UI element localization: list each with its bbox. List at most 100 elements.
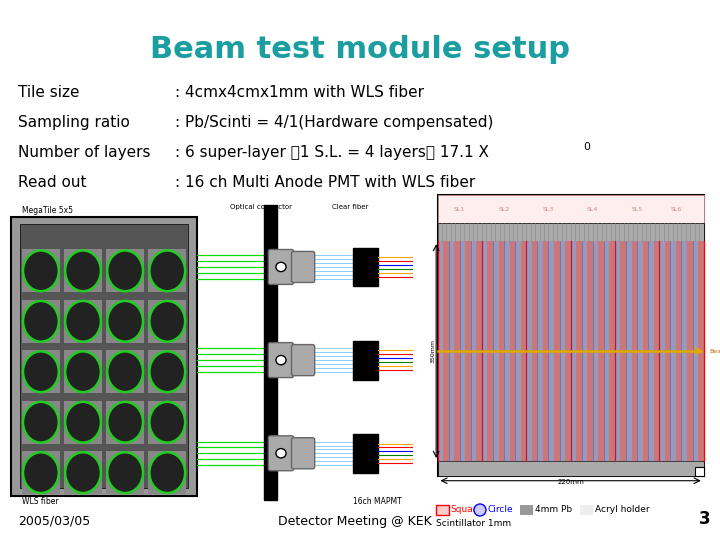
Bar xyxy=(526,241,532,461)
Bar xyxy=(554,241,559,461)
Text: MegaTile 5x5: MegaTile 5x5 xyxy=(22,206,73,214)
Bar xyxy=(454,241,459,461)
Ellipse shape xyxy=(107,402,143,443)
Bar xyxy=(471,241,477,461)
Bar xyxy=(493,241,498,461)
Text: WLS fiber: WLS fiber xyxy=(22,497,58,506)
Bar xyxy=(516,241,521,461)
Bar xyxy=(64,300,102,343)
Bar xyxy=(264,205,276,500)
Bar xyxy=(106,249,144,292)
Ellipse shape xyxy=(23,251,59,291)
Bar xyxy=(487,241,493,461)
Bar xyxy=(576,241,582,461)
Bar xyxy=(687,241,693,461)
Bar xyxy=(648,241,654,461)
FancyBboxPatch shape xyxy=(292,438,315,469)
Bar xyxy=(660,241,665,461)
Ellipse shape xyxy=(65,453,101,493)
Ellipse shape xyxy=(107,453,143,493)
Bar xyxy=(22,350,60,393)
Bar xyxy=(20,224,189,488)
Bar xyxy=(626,241,631,461)
Text: Clear fiber: Clear fiber xyxy=(331,204,368,210)
Bar xyxy=(543,241,549,461)
Bar xyxy=(12,217,197,496)
Text: : 6 super-layer （1 S.L. = 4 layers） 17.1 X: : 6 super-layer （1 S.L. = 4 layers） 17.1… xyxy=(175,145,489,160)
Ellipse shape xyxy=(149,251,185,291)
Ellipse shape xyxy=(65,352,101,392)
Bar xyxy=(482,241,487,461)
Bar xyxy=(504,241,510,461)
Text: SL1: SL1 xyxy=(454,207,465,212)
Text: 2005/03/05: 2005/03/05 xyxy=(18,515,90,528)
FancyBboxPatch shape xyxy=(269,436,294,471)
Text: 0: 0 xyxy=(583,142,590,152)
Text: 4mm Pb: 4mm Pb xyxy=(535,505,572,515)
Bar xyxy=(559,241,565,461)
Ellipse shape xyxy=(23,453,59,493)
Bar xyxy=(696,467,703,476)
Bar xyxy=(22,249,60,292)
Bar xyxy=(520,505,533,515)
Bar xyxy=(148,401,186,443)
Text: Square: Square xyxy=(450,505,482,515)
Ellipse shape xyxy=(107,301,143,342)
Bar xyxy=(621,241,626,461)
Circle shape xyxy=(276,449,286,458)
Ellipse shape xyxy=(149,453,185,493)
Bar xyxy=(665,241,670,461)
Bar xyxy=(582,241,588,461)
Bar xyxy=(593,241,598,461)
FancyBboxPatch shape xyxy=(269,249,294,285)
Bar xyxy=(498,241,504,461)
Bar xyxy=(449,241,454,461)
FancyBboxPatch shape xyxy=(292,252,315,282)
Circle shape xyxy=(276,355,286,365)
Bar xyxy=(106,300,144,343)
Bar xyxy=(465,241,471,461)
Text: SL6: SL6 xyxy=(670,207,682,212)
FancyBboxPatch shape xyxy=(292,345,315,376)
Bar xyxy=(598,241,604,461)
Bar xyxy=(353,434,378,472)
Text: : 16 ch Multi Anode PMT with WLS fiber: : 16 ch Multi Anode PMT with WLS fiber xyxy=(175,175,475,190)
Bar xyxy=(106,401,144,443)
Bar xyxy=(609,241,615,461)
Bar xyxy=(643,241,648,461)
Text: Sampling ratio: Sampling ratio xyxy=(18,115,130,130)
Bar xyxy=(532,241,537,461)
Text: Number of layers: Number of layers xyxy=(18,145,150,160)
Bar xyxy=(681,241,687,461)
Text: Scintillator 1mm: Scintillator 1mm xyxy=(436,519,511,529)
Bar xyxy=(537,241,543,461)
Ellipse shape xyxy=(107,352,143,392)
Bar xyxy=(631,241,637,461)
Ellipse shape xyxy=(149,402,185,443)
Text: Detector Meeting @ KEK: Detector Meeting @ KEK xyxy=(278,515,432,528)
Bar xyxy=(64,350,102,393)
Text: : 4cmx4cmx1mm with WLS fiber: : 4cmx4cmx1mm with WLS fiber xyxy=(175,85,424,100)
Bar xyxy=(580,505,593,515)
Bar xyxy=(676,241,681,461)
Text: Acryl holder: Acryl holder xyxy=(595,505,649,515)
Text: Beam test module setup: Beam test module setup xyxy=(150,35,570,64)
Bar xyxy=(438,241,443,461)
Bar xyxy=(22,401,60,443)
Bar xyxy=(106,451,144,494)
Ellipse shape xyxy=(107,251,143,291)
Bar xyxy=(148,300,186,343)
Bar xyxy=(438,195,703,223)
Text: Circle: Circle xyxy=(487,505,513,515)
Bar xyxy=(477,241,482,461)
Bar xyxy=(460,241,465,461)
Bar xyxy=(521,241,526,461)
Bar xyxy=(549,241,554,461)
Bar xyxy=(438,223,703,241)
Bar xyxy=(64,401,102,443)
Bar xyxy=(106,350,144,393)
Text: 220mm: 220mm xyxy=(557,480,584,485)
Bar xyxy=(148,249,186,292)
Ellipse shape xyxy=(23,402,59,443)
Circle shape xyxy=(474,504,486,516)
